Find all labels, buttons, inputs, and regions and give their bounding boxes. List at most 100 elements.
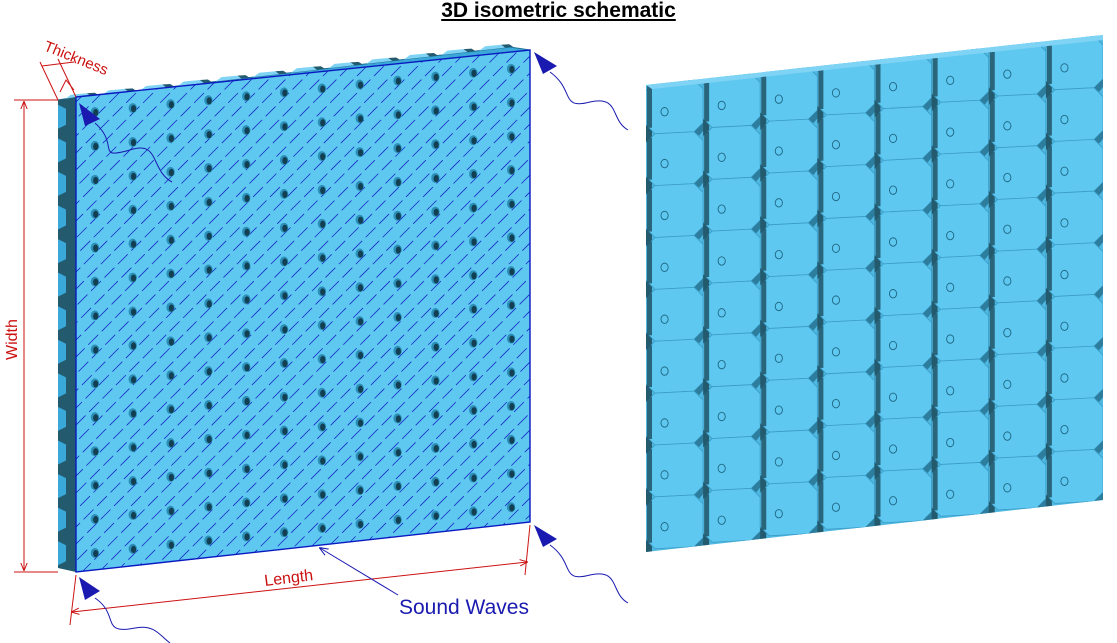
panel-top-bumps [64,44,514,100]
panel-hole [469,67,478,78]
panel-hole [317,523,327,534]
tile [1045,138,1103,205]
panel-hole [317,151,327,162]
panel-hole [128,272,137,283]
side-bump [58,272,66,297]
panel-hole [393,447,402,458]
panel-hole [317,489,327,500]
tiled-panel [646,35,1103,552]
panel-hole [431,409,440,420]
panel-hole [317,286,327,297]
panel-hole [204,332,213,343]
panel-hole [506,333,516,344]
panel-hole [204,433,213,444]
side-bump [58,406,66,431]
tile [1045,87,1103,153]
tile [702,125,766,191]
tile [816,319,880,385]
thickness-label: Thickness [42,38,111,79]
panel-hole [355,282,364,293]
side-bump [58,138,66,163]
tile [816,112,880,178]
panel-side-bumps [58,104,66,566]
panel-hole [431,139,440,150]
panel-hole [317,455,327,466]
panel-hole [506,63,516,74]
panel-hole [469,303,478,314]
panel-hole [242,158,251,169]
panel-hole [242,192,251,203]
panel-hole [279,493,289,504]
panel-hole [242,125,251,136]
thickness-dimension: Thickness [39,38,111,101]
panel-hole [317,83,327,94]
panel-hole [166,200,175,211]
panel-hole [393,413,402,424]
panel-hole [90,378,100,389]
panel-hole [204,230,213,241]
panel-hole [469,202,478,213]
panel-hole [355,451,364,462]
top-bump [328,62,355,69]
top-bump [290,66,317,73]
sound-wave-arrows: Sound Waves [79,52,629,643]
panel-hole [128,103,137,114]
panel-hole [393,176,402,187]
page-title: 3D isometric schematic [441,0,676,22]
panel-hole [128,340,137,351]
panel-hole [166,302,175,313]
panel-hole [128,170,137,181]
tile [702,332,766,398]
panel-hole [393,514,402,525]
tile-panel-top-edge [646,35,1103,89]
panel-hole [355,383,364,394]
panel-hole [469,270,478,281]
top-bump-shadow [425,53,438,57]
panel-hole [506,266,516,277]
tile [759,326,823,392]
panel-hole [469,438,478,449]
panel-hole [279,527,289,538]
tile [988,352,1051,418]
panel-hole [242,328,251,339]
tile [816,423,880,489]
panel-hole [506,434,516,445]
top-bump-shadow [350,61,363,66]
tile [988,41,1051,108]
side-bump [58,440,66,465]
sound-wave-arrow-bottom-left [79,577,171,643]
panel-hole [317,421,327,432]
panel-hole [317,320,327,331]
panel-hole [204,400,213,411]
panel-hole [128,408,137,419]
panel-outline [75,49,531,573]
top-bump [177,80,204,86]
panel-hole [128,238,137,249]
panel-hole [90,310,100,321]
panel-hole [166,539,175,550]
panel-hole [317,387,327,398]
side-bump [58,541,66,566]
panel-hole [355,485,364,496]
panel-hole [242,395,251,406]
panel-hole [355,113,364,124]
top-bump [253,71,280,78]
panel-hole [242,463,251,474]
tile [816,267,880,334]
panel-hole [393,143,402,154]
panel-hole [469,337,478,348]
panel-hole [431,71,440,82]
panel-hole [317,218,327,229]
panel-front-face [76,50,530,572]
panel-hole [469,101,478,112]
panel-side-face [58,97,76,572]
tile [759,274,823,340]
panel-hole [242,226,251,237]
panel-hole [166,471,175,482]
panel-hole [469,472,478,483]
panel-hole [431,172,440,183]
panel-hole [469,168,478,179]
panel-hole [204,162,213,173]
top-bump [441,49,468,56]
panel-hole [431,274,440,285]
